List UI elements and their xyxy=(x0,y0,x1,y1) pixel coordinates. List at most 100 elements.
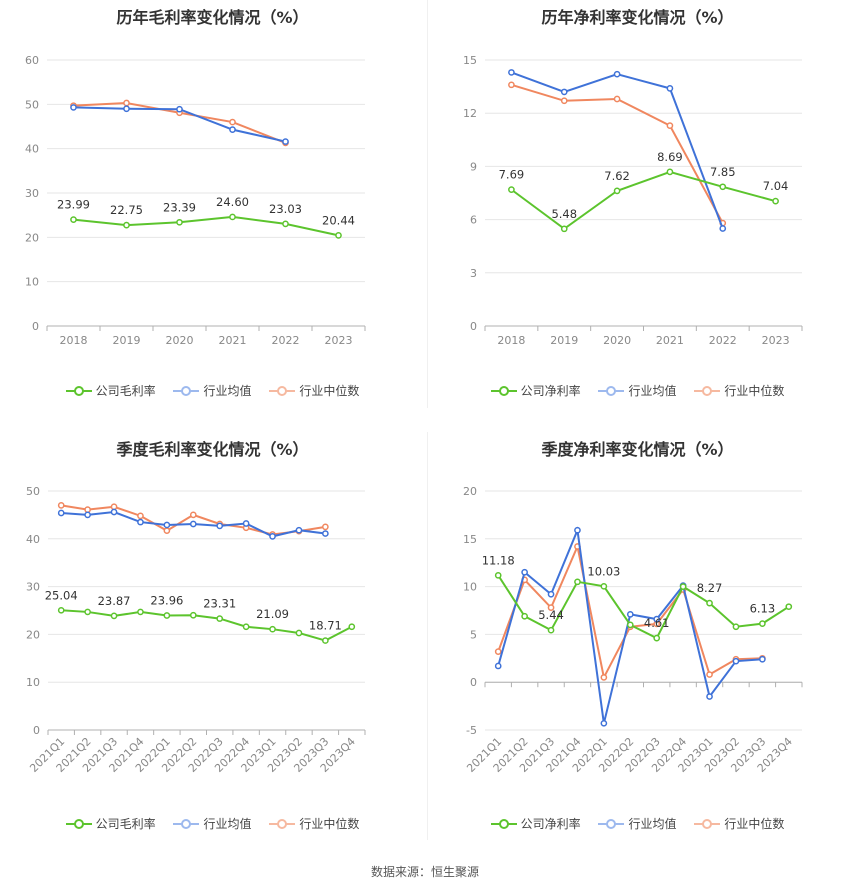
chart-panel-quarterly-gross: 季度毛利率变化情况（%） 0 10 20 30 40 50 2021Q1 2021Q2 2021… xyxy=(0,432,425,862)
data-point-median xyxy=(84,506,91,513)
data-point-avg xyxy=(137,518,144,526)
data-point-company xyxy=(574,578,581,586)
y-tick-label: 40 xyxy=(26,533,40,546)
data-label: 7.85 xyxy=(710,165,736,179)
data-point-median xyxy=(189,511,197,519)
y-tick-label: 50 xyxy=(25,98,39,111)
data-point-company xyxy=(269,625,276,633)
y-tick-label: 10 xyxy=(25,276,39,289)
x-tick-label: 2020 xyxy=(166,334,194,347)
data-point-avg xyxy=(759,655,766,663)
data-point-company xyxy=(57,606,65,614)
data-point-company xyxy=(348,623,356,631)
data-point-avg xyxy=(494,662,502,670)
data-point-avg xyxy=(229,126,236,133)
legend-label: 行业均值 xyxy=(203,817,252,831)
data-point-company xyxy=(666,168,674,176)
x-tick-label: 2023 xyxy=(762,334,790,347)
y-tick-label: 40 xyxy=(25,143,39,156)
data-point-avg xyxy=(110,508,118,516)
data-point-avg xyxy=(176,105,183,113)
series-line-company xyxy=(73,215,339,237)
legend-label: 行业中位数 xyxy=(724,384,785,398)
legend-line-icon xyxy=(598,818,625,829)
data-point-company xyxy=(785,603,793,611)
data-label: 23.96 xyxy=(150,593,183,607)
chart-legend: 公司净利率 行业均值 行业中位数 xyxy=(425,382,850,400)
legend-label: 行业中位数 xyxy=(299,817,360,831)
data-point-avg xyxy=(732,657,740,665)
y-tick-label: 20 xyxy=(463,485,477,498)
divider xyxy=(427,0,428,408)
data-point-avg xyxy=(70,104,77,111)
data-point-avg xyxy=(57,509,65,517)
legend-line-icon xyxy=(65,385,92,396)
data-point-company xyxy=(508,186,515,193)
legend-item-avg[interactable]: 行业均值 xyxy=(173,815,252,832)
data-point-company xyxy=(176,218,183,226)
y-tick-label: 9 xyxy=(470,160,477,173)
legend-item-median[interactable]: 行业中位数 xyxy=(694,382,784,399)
data-label: 25.04 xyxy=(45,588,78,602)
data-label: 5.44 xyxy=(538,608,564,622)
data-point-avg xyxy=(216,522,224,530)
chart-title: 历年净利率变化情况（%） xyxy=(541,8,734,27)
chart-legend: 公司毛利率 行业均值 行业中位数 xyxy=(0,382,425,400)
data-label: 21.09 xyxy=(256,607,289,621)
legend-label: 行业中位数 xyxy=(299,384,360,398)
chart-plot-quarterly-gross: 010203040502021Q12021Q22021Q32021Q42022Q… xyxy=(26,485,366,775)
y-tick-label: 30 xyxy=(26,581,40,594)
legend-item-median[interactable]: 行业中位数 xyxy=(269,382,359,399)
data-point-avg xyxy=(626,610,634,618)
data-label: 23.31 xyxy=(203,597,236,611)
data-point-median xyxy=(494,648,502,655)
data-point-median xyxy=(560,97,568,105)
y-tick-label: 15 xyxy=(463,533,477,546)
legend-item-company[interactable]: 公司毛利率 xyxy=(65,815,156,832)
data-label: 5.48 xyxy=(551,207,577,221)
x-tick-label: 2018 xyxy=(60,334,88,347)
data-point-avg xyxy=(322,530,329,537)
divider xyxy=(427,432,428,840)
x-tick-label: 2020 xyxy=(603,334,631,347)
x-tick-label: 2022 xyxy=(272,334,300,347)
chart-plot-annual-gross: 0 10 20 30 40 50 60 2018 2019 2020 2021 2022 2023 23.… xyxy=(25,54,366,347)
data-point-company xyxy=(322,637,329,644)
data-label: 7.04 xyxy=(763,179,789,193)
data-point-median xyxy=(110,503,118,511)
legend-item-median[interactable]: 行业中位数 xyxy=(269,815,359,832)
legend-item-avg[interactable]: 行业均值 xyxy=(598,815,677,832)
data-label: 7.62 xyxy=(604,169,630,183)
x-tick-label: 2018 xyxy=(497,334,525,347)
data-point-avg xyxy=(560,88,568,96)
x-tick-label: 2021 xyxy=(656,334,684,347)
legend-item-avg[interactable]: 行业均值 xyxy=(173,382,252,399)
data-label: 8.27 xyxy=(697,581,723,595)
data-point-median xyxy=(547,604,555,611)
data-label: 10.03 xyxy=(587,564,620,578)
legend-item-company[interactable]: 公司毛利率 xyxy=(65,382,156,399)
legend-line-icon xyxy=(269,818,296,829)
data-point-company xyxy=(679,583,687,590)
data-point-median xyxy=(613,95,621,103)
data-point-company xyxy=(70,216,77,223)
legend-item-avg[interactable]: 行业均值 xyxy=(598,382,677,399)
chart-panel-annual-gross: 历年毛利率变化情况（%） 0 10 20 30 40 50 60 2018 2019 2020 20… xyxy=(0,0,425,430)
data-point-median xyxy=(600,674,608,681)
data-point-company xyxy=(521,612,528,620)
data-label: 22.75 xyxy=(110,203,143,217)
data-label: 11.18 xyxy=(482,553,515,567)
data-point-company xyxy=(613,187,621,195)
data-point-avg xyxy=(547,590,555,598)
data-point-avg xyxy=(242,520,250,527)
legend-item-median[interactable]: 行业中位数 xyxy=(694,815,784,832)
y-tick-label: 60 xyxy=(25,54,39,67)
data-point-company xyxy=(189,611,197,619)
data-point-company xyxy=(242,623,250,631)
chart-title: 季度净利率变化情况（%） xyxy=(541,440,734,459)
y-tick-label: 50 xyxy=(26,485,40,498)
data-point-company xyxy=(547,626,555,634)
legend-item-company[interactable]: 公司净利率 xyxy=(490,815,581,832)
y-tick-label: 20 xyxy=(25,231,39,244)
legend-item-company[interactable]: 公司净利率 xyxy=(490,382,581,399)
